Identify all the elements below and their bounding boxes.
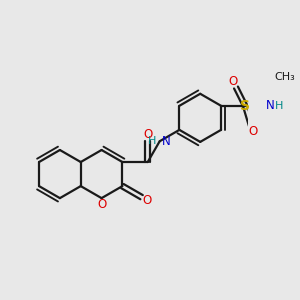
Text: O: O [228,75,238,88]
Text: CH₃: CH₃ [274,72,295,82]
Text: O: O [248,125,258,138]
Text: H: H [148,136,156,146]
Text: O: O [142,194,152,207]
Text: H: H [274,101,283,111]
Text: O: O [143,128,152,141]
Text: S: S [240,99,250,113]
Text: N: N [266,99,275,112]
Text: N: N [162,135,171,148]
Text: O: O [97,198,106,212]
